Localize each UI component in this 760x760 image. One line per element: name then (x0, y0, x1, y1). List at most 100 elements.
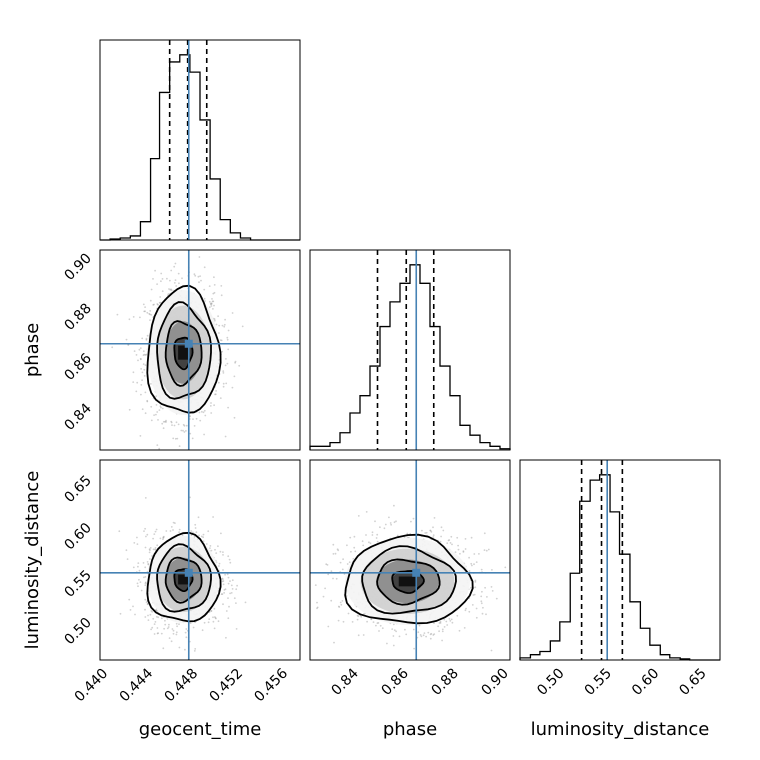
scatter-point (389, 522, 392, 524)
scatter-point (471, 564, 473, 567)
scatter-point (144, 391, 147, 394)
scatter-point (442, 529, 445, 532)
scatter-point (142, 562, 145, 564)
scatter-point (144, 566, 147, 569)
scatter-point (193, 536, 196, 538)
scatter-point (353, 546, 356, 549)
scatter-point (487, 548, 490, 551)
scatter-point (111, 346, 114, 349)
y-tick-label: 0.60 (61, 520, 94, 553)
scatter-point (365, 511, 368, 513)
scatter-point (156, 632, 159, 635)
scatter-point (175, 631, 178, 634)
scatter-point (156, 411, 159, 413)
scatter-point (170, 289, 173, 292)
scatter-point (141, 379, 144, 382)
scatter-point (341, 568, 344, 571)
scatter-point (177, 272, 180, 275)
scatter-point (336, 548, 339, 551)
scatter-point (326, 564, 329, 566)
scatter-point (203, 266, 206, 269)
scatter-point (175, 285, 178, 287)
scatter-point (354, 550, 357, 553)
scatter-point (139, 316, 141, 319)
contour-line (146, 284, 222, 414)
scatter-point (357, 615, 360, 618)
scatter-point (220, 593, 223, 595)
scatter-point (148, 551, 151, 554)
scatter-point (174, 455, 176, 457)
scatter-point (204, 414, 207, 417)
scatter-point (429, 637, 432, 640)
scatter-point (222, 370, 225, 372)
scatter-point (491, 590, 494, 592)
scatter-point (180, 429, 183, 432)
scatter-point (475, 616, 478, 619)
density-core (178, 345, 188, 360)
scatter-point (166, 277, 168, 280)
scatter-point (396, 534, 399, 537)
scatter-point (470, 536, 473, 539)
scatter-point (370, 618, 373, 621)
scatter-point (125, 549, 128, 552)
scatter-point (218, 324, 221, 327)
scatter-point (137, 562, 140, 564)
scatter-point (177, 423, 180, 426)
scatter-point (356, 614, 359, 617)
scatter-point (215, 552, 218, 554)
scatter-point (150, 419, 153, 422)
scatter-point (213, 276, 215, 279)
scatter-point (143, 353, 146, 356)
scatter-point (151, 554, 154, 557)
scatter-point (447, 539, 450, 542)
scatter-point (132, 371, 135, 374)
scatter-point (145, 601, 148, 603)
scatter-point (218, 332, 220, 334)
scatter-point (141, 371, 144, 374)
scatter-point (136, 543, 139, 545)
scatter-point (226, 362, 229, 365)
scatter-point (138, 569, 141, 572)
scatter-point (462, 551, 465, 553)
scatter-point (235, 588, 238, 591)
scatter-point (212, 292, 215, 295)
scatter-point (217, 381, 220, 384)
scatter-point (351, 621, 354, 623)
scatter-point (346, 563, 349, 565)
scatter-point (145, 339, 148, 341)
scatter-point (433, 633, 436, 635)
scatter-point (161, 407, 164, 410)
scatter-point (225, 636, 227, 639)
scatter-point (194, 523, 197, 526)
scatter-point (185, 636, 188, 639)
scatter-point (462, 550, 465, 552)
scatter-point (437, 625, 439, 628)
scatter-point (222, 578, 224, 580)
scatter-point (337, 549, 340, 552)
scatter-point (213, 607, 216, 610)
x-tick-label: 0.65 (676, 666, 709, 699)
scatter-point (162, 536, 165, 539)
scatter-point (233, 416, 236, 419)
scatter-point (224, 588, 227, 591)
scatter-point (423, 632, 426, 634)
scatter-point (164, 623, 167, 626)
scatter-point (369, 542, 372, 545)
scatter-point (350, 550, 352, 553)
scatter-point (439, 540, 442, 543)
scatter-point (438, 630, 440, 633)
scatter-point (172, 437, 175, 440)
scatter-point (322, 595, 325, 598)
x-tick-label: 0.444 (117, 665, 157, 705)
scatter-point (140, 368, 143, 370)
scatter-point (222, 603, 224, 606)
scatter-point (420, 635, 423, 638)
scatter-point (160, 280, 162, 283)
scatter-point (433, 517, 436, 519)
scatter-point (202, 533, 205, 536)
scatter-point (157, 632, 160, 634)
scatter-point (152, 548, 155, 551)
scatter-point (432, 526, 434, 529)
scatter-point (419, 634, 422, 636)
scatter-point (161, 422, 164, 425)
